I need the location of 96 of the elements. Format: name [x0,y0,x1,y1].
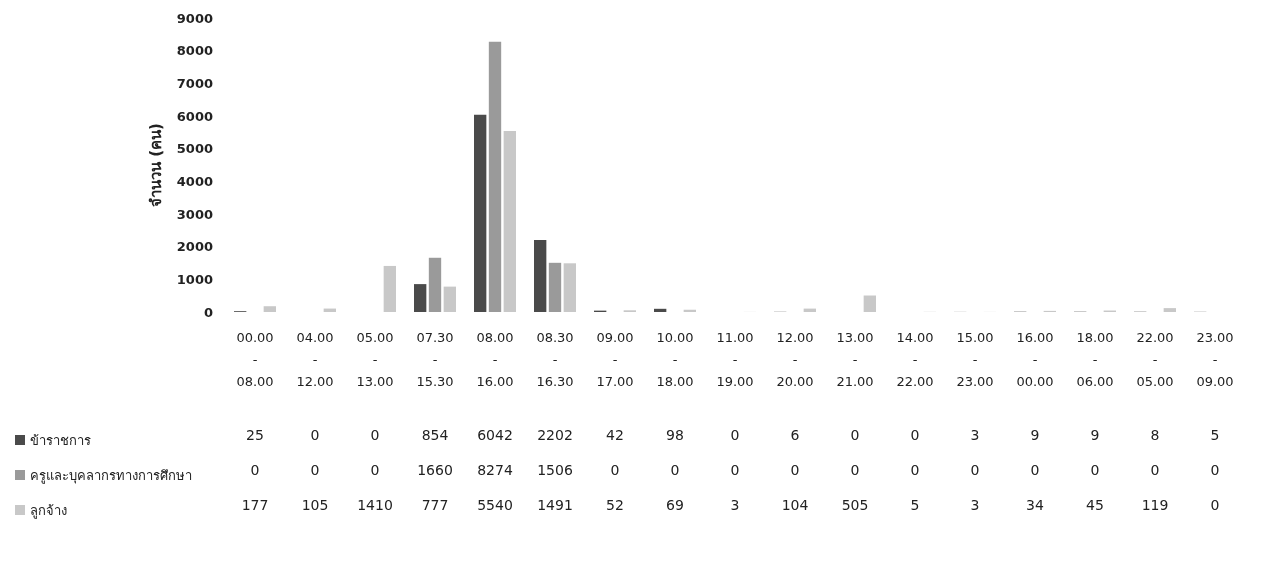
data-label: 0 [1090,462,1100,478]
bar [1163,308,1176,312]
data-label: 42 [606,427,624,443]
legend-label: ครูและบุคลากรทางการศึกษา [30,467,192,484]
x-tick-label: 12.00 - 20.00 [776,329,814,389]
data-label: 45 [1086,497,1104,513]
data-label: 1410 [357,497,393,513]
data-label: 0 [310,427,320,443]
data-label: 5 [910,497,920,513]
data-label: 854 [421,427,449,443]
x-tick-label: 08.30 - 16.30 [536,329,574,389]
x-tick-label: 14.00 - 22.00 [896,329,934,389]
x-tick-label: 15.00 - 23.00 [956,329,994,389]
x-tick-label: 05.00 - 13.00 [356,329,394,389]
y-tick-label: 3000 [176,206,213,222]
data-label: 98 [666,427,684,443]
y-axis-title: จำนวน (คน) [146,123,165,207]
y-tick-label: 2000 [176,239,213,255]
x-tick-label: 18.00 - 06.00 [1076,329,1114,389]
data-label: 0 [1210,462,1220,478]
data-label: 0 [370,462,380,478]
data-label: 1506 [537,462,573,478]
data-label: 119 [1141,497,1169,513]
data-label: 52 [606,497,624,513]
bar [414,284,427,312]
bar [263,306,276,312]
x-tick-label: 16.00 - 00.00 [1016,329,1054,389]
bar [503,131,516,312]
data-label: 177 [241,497,269,513]
x-tick-label: 10.00 - 18.00 [656,329,694,389]
bar [474,114,487,312]
bar [863,295,876,312]
x-tick-label: 00.00 - 08.00 [236,329,274,389]
data-label: 34 [1026,497,1044,513]
data-label: 0 [730,462,740,478]
data-label: 6 [790,427,800,443]
data-label: 104 [781,497,809,513]
data-label: 0 [790,462,800,478]
y-tick-label: 0 [203,304,213,320]
data-label: 25 [246,427,264,443]
x-tick-label: 13.00 - 21.00 [836,329,874,389]
data-label: 8 [1150,427,1160,443]
data-label: 6042 [477,427,513,443]
legend-label: ข้าราชการ [30,432,91,448]
data-label: 0 [250,462,260,478]
data-label: 1491 [537,497,573,513]
data-label: 3 [970,497,980,513]
data-label: 0 [910,427,920,443]
bar [534,240,547,312]
y-tick-label: 8000 [176,43,213,59]
data-label: 2202 [537,427,573,443]
data-label: 0 [1210,497,1220,513]
data-label: 105 [301,497,329,513]
y-tick-label: 5000 [176,141,213,157]
legend-label: ลูกจ้าง [30,502,67,519]
data-label: 777 [421,497,449,513]
x-tick-label: 22.00 - 05.00 [1136,329,1174,389]
y-tick-label: 1000 [176,271,213,287]
bar [428,257,442,312]
data-label: 0 [370,427,380,443]
bar [563,263,576,312]
data-label: 3 [970,427,980,443]
data-label: 5540 [477,497,513,513]
y-tick-label: 7000 [176,75,213,91]
bar [443,286,456,312]
data-label: 0 [850,427,860,443]
x-tick-label: 11.00 - 19.00 [716,329,754,389]
x-tick-label: 07.30 - 15.30 [416,329,454,389]
data-label: 0 [310,462,320,478]
data-label: 8274 [477,462,513,478]
data-label: 0 [910,462,920,478]
y-tick-label: 9000 [176,10,213,26]
y-tick-label: 4000 [176,173,213,189]
data-label: 505 [841,497,869,513]
data-label: 9 [1030,427,1040,443]
bar [548,262,562,312]
data-label: 0 [730,427,740,443]
data-label: 69 [666,497,684,513]
data-label: 0 [1150,462,1160,478]
data-label: 0 [850,462,860,478]
x-tick-label: 04.00 - 12.00 [296,329,334,389]
data-label: 1660 [417,462,453,478]
data-label: 0 [610,462,620,478]
y-tick-label: 6000 [176,108,213,124]
data-label: 3 [730,497,740,513]
data-label: 9 [1090,427,1100,443]
bar [654,308,667,312]
data-label: 5 [1210,427,1220,443]
bar [383,265,396,312]
data-label: 0 [970,462,980,478]
data-label: 0 [1030,462,1040,478]
x-tick-label: 08.00 - 16.00 [476,329,514,389]
data-label: 0 [670,462,680,478]
x-tick-label: 09.00 - 17.00 [596,329,634,389]
x-tick-label: 23.00 - 09.00 [1196,329,1234,389]
bar [488,41,502,312]
